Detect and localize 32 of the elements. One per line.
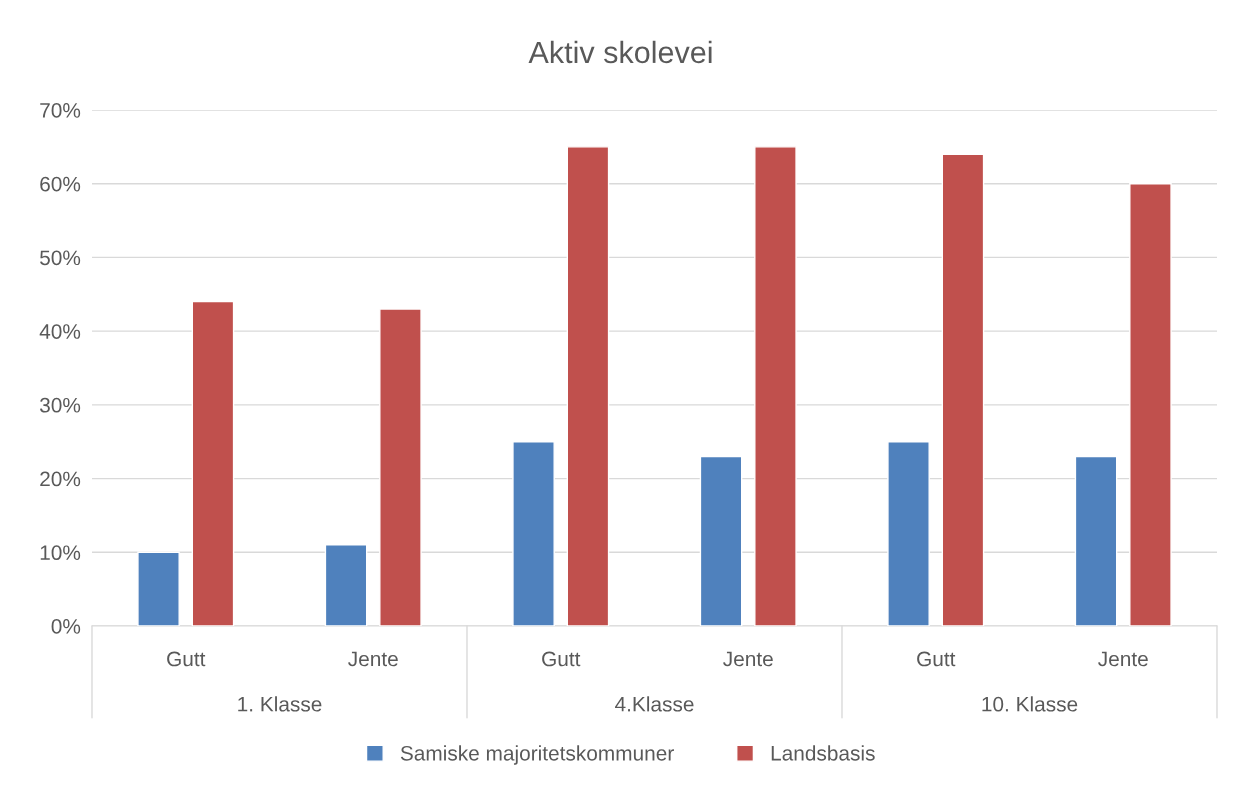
legend-label: Samiske majoritetskommuner	[400, 745, 674, 765]
text: 1. Klasse	[238, 696, 322, 712]
legend-label: Landsbasis	[771, 745, 875, 761]
y-tick-label: 40%	[39, 324, 81, 339]
text: 10. Klasse	[982, 696, 1078, 712]
y-tick-label: 50%	[40, 250, 81, 266]
bar	[1129, 183, 1172, 626]
bar	[566, 146, 610, 626]
x-tick-label: Jente	[723, 651, 773, 667]
bar	[887, 441, 930, 626]
x-tick-label: Gutt	[542, 651, 581, 667]
x-tick-label: Gutt	[167, 651, 206, 667]
y-tick-label: 0%	[51, 619, 81, 634]
x-tick-label: Jente	[1098, 651, 1148, 667]
bar	[137, 551, 180, 626]
y-tick-label: 20%	[40, 471, 81, 487]
x-tick-label: Gutt	[917, 651, 956, 667]
y-tick-label: 70%	[40, 103, 81, 118]
chart-title: Aktiv skolevei	[528, 40, 712, 64]
x-tick-label: Jente	[348, 651, 398, 667]
y-tick-label: 30%	[39, 397, 81, 413]
bar	[699, 455, 743, 626]
text: 4.Klasse	[615, 696, 694, 712]
bar	[1074, 455, 1118, 626]
bar	[379, 308, 422, 626]
y-tick-label: 60%	[40, 176, 81, 192]
bar	[512, 441, 555, 626]
bar	[941, 153, 985, 626]
bar	[191, 300, 235, 626]
y-tick-label: 10%	[40, 545, 81, 561]
bar	[754, 146, 797, 626]
bar	[324, 544, 368, 626]
